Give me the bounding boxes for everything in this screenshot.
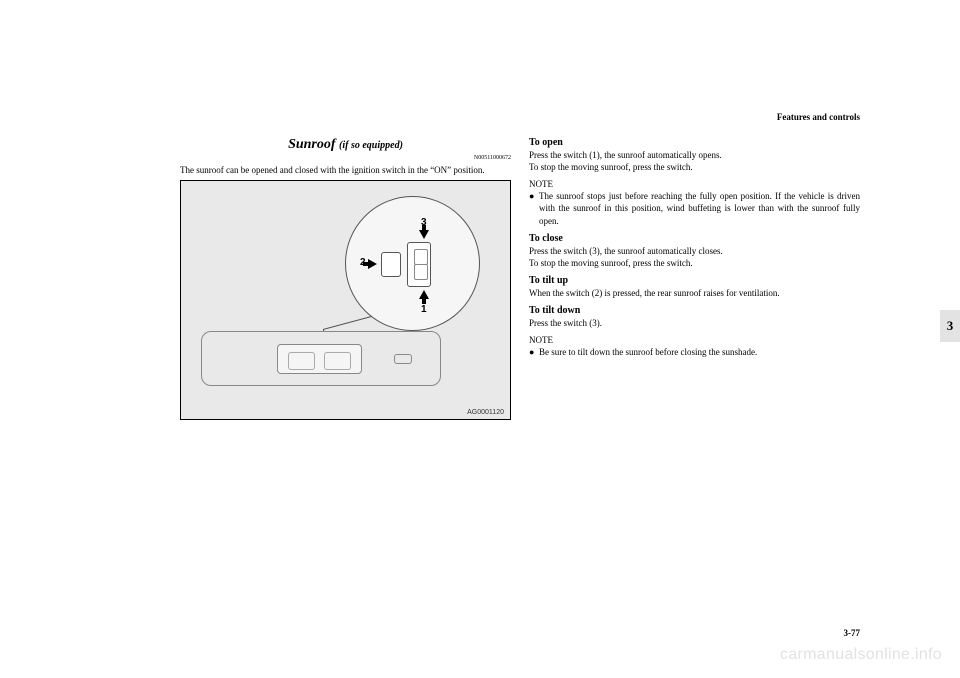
ceiling-light-panel	[277, 344, 362, 374]
subhead-open: To open	[529, 137, 860, 148]
lead-line	[323, 315, 376, 330]
page-content: Features and controls Sunroof (if so equ…	[180, 115, 860, 595]
subhead-tiltup: To tilt up	[529, 275, 860, 286]
figure-sunroof-switch: 3 1 2 AG0001120	[180, 180, 511, 420]
page-number: 3-77	[844, 628, 861, 638]
left-column: Sunroof (if so equipped) N00511000672 Th…	[180, 137, 511, 420]
subhead-tiltdown: To tilt down	[529, 305, 860, 316]
close-text-2: To stop the moving sunroof, press the sw…	[529, 257, 860, 269]
subhead-close: To close	[529, 233, 860, 244]
note-1-text: The sunroof stops just before reaching t…	[539, 190, 860, 226]
title-main: Sunroof	[288, 137, 335, 152]
note-2-bullet: ● Be sure to tilt down the sunroof befor…	[529, 346, 860, 358]
bullet-dot-icon: ●	[529, 190, 539, 226]
section-title: Sunroof (if so equipped)	[180, 137, 511, 153]
open-text-2: To stop the moving sunroof, press the sw…	[529, 161, 860, 173]
close-text-1: Press the switch (3), the sunroof automa…	[529, 245, 860, 257]
title-equip: (if so equipped)	[339, 140, 403, 151]
note-label-1: NOTE	[529, 179, 860, 189]
arrow-down-icon	[419, 230, 429, 239]
arrow-up-icon	[419, 290, 429, 299]
switch-tilt	[381, 252, 401, 277]
arrow-right-icon	[368, 259, 377, 269]
bullet-dot-icon: ●	[529, 346, 539, 358]
chapter-tab: 3	[940, 310, 960, 342]
watermark: carmanualsonline.info	[780, 646, 942, 664]
intro-text: The sunroof can be opened and closed wit…	[180, 164, 511, 176]
ceiling-aux-button	[394, 354, 412, 364]
zoom-inset: 3 1 2	[345, 196, 480, 331]
two-columns: Sunroof (if so equipped) N00511000672 Th…	[180, 137, 860, 420]
doc-code: N00511000672	[180, 155, 511, 161]
ceiling-console	[201, 331, 441, 386]
callout-1: 1	[421, 304, 427, 315]
switch-open-close	[407, 242, 431, 287]
tiltup-text: When the switch (2) is pressed, the rear…	[529, 287, 860, 299]
note-1-bullet: ● The sunroof stops just before reaching…	[529, 190, 860, 226]
figure-label: AG0001120	[467, 409, 504, 416]
note-2-text: Be sure to tilt down the sunroof before …	[539, 346, 860, 358]
right-column: To open Press the switch (1), the sunroo…	[529, 137, 860, 420]
note-label-2: NOTE	[529, 335, 860, 345]
tiltdown-text: Press the switch (3).	[529, 317, 860, 329]
zoom-switches	[381, 232, 446, 297]
open-text-1: Press the switch (1), the sunroof automa…	[529, 149, 860, 161]
chapter-header: Features and controls	[777, 112, 860, 122]
